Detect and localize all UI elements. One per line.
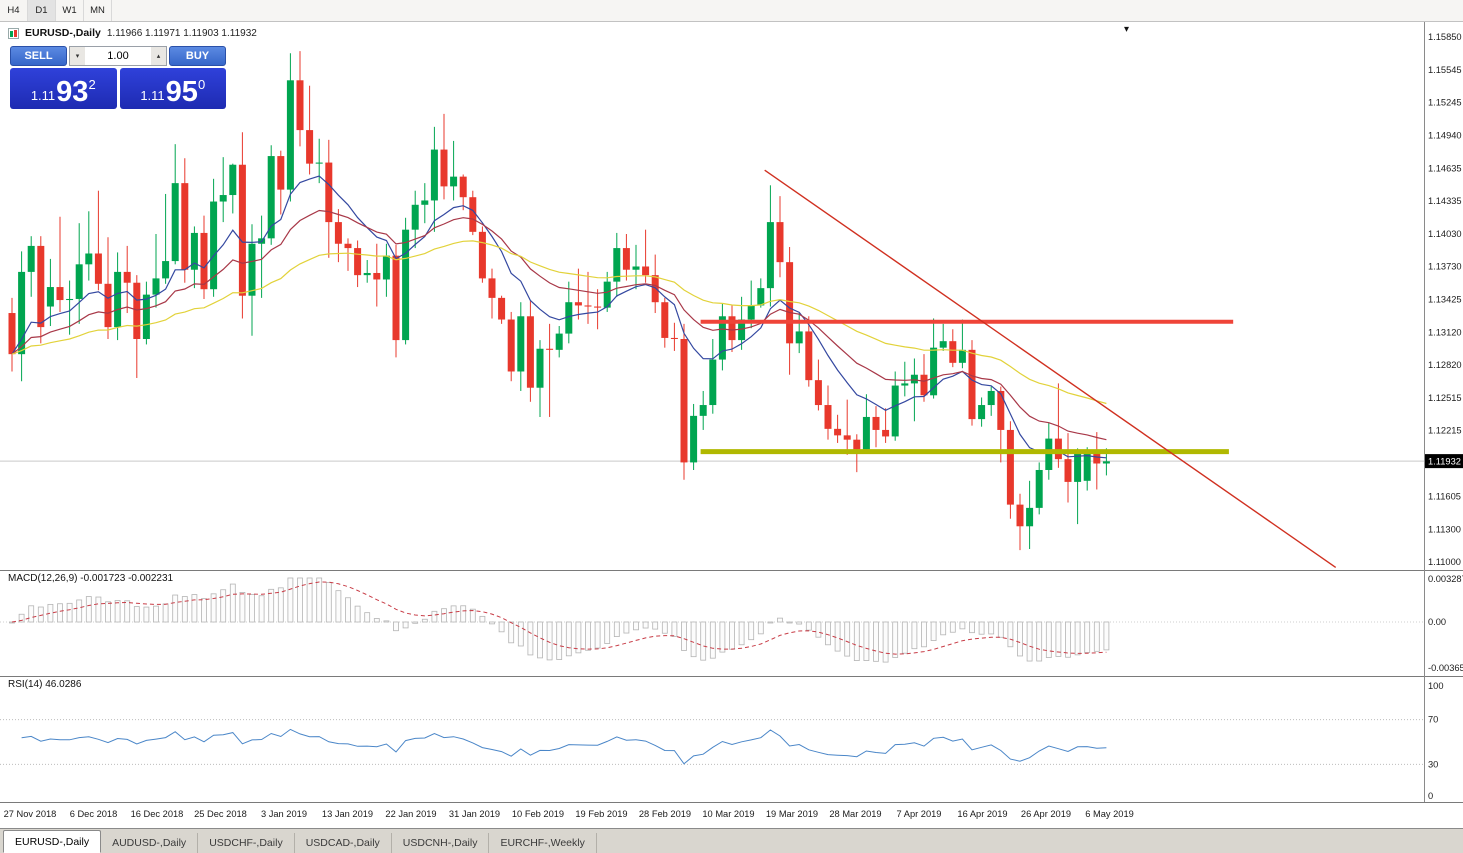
volume-decrease-button[interactable]: ▾ bbox=[70, 47, 85, 65]
chart-symbol-period: EURUSD-,Daily bbox=[25, 27, 101, 39]
triangle-down-icon: ▾ bbox=[75, 53, 80, 60]
buy-button[interactable]: BUY bbox=[169, 46, 226, 66]
buy-price-prefix: 1.11 bbox=[140, 88, 165, 103]
time-axis[interactable]: 27 Nov 2018 6 Dec 2018 16 Dec 2018 25 Dec 2… bbox=[0, 802, 1463, 828]
buy-price-display[interactable]: 1.11 95 0 bbox=[119, 68, 226, 109]
time-axis-label: 19 Feb 2019 bbox=[575, 809, 628, 819]
svg-text:1.15850: 1.15850 bbox=[1428, 32, 1462, 42]
tab-eurusd-daily[interactable]: EURUSD-,Daily bbox=[3, 830, 102, 853]
svg-text:1.14940: 1.14940 bbox=[1428, 131, 1462, 141]
time-axis-label: 16 Apr 2019 bbox=[957, 809, 1008, 819]
timeframe-h4-button[interactable]: H4 bbox=[0, 0, 28, 21]
svg-text:1.14030: 1.14030 bbox=[1428, 229, 1462, 239]
svg-text:1.13730: 1.13730 bbox=[1428, 261, 1462, 271]
sell-price-big: 93 bbox=[56, 76, 89, 109]
svg-text:0.003287: 0.003287 bbox=[1428, 574, 1463, 584]
svg-text:-0.003659: -0.003659 bbox=[1428, 663, 1463, 673]
time-axis-label: 25 Dec 2018 bbox=[194, 809, 247, 819]
macd-indicator-label: MACD(12,26,9) -0.001723 -0.002231 bbox=[8, 573, 174, 584]
tab-eurchf-weekly[interactable]: EURCHF-,Weekly bbox=[489, 833, 597, 853]
time-axis-label: 10 Feb 2019 bbox=[511, 809, 565, 819]
candlestick-chart-icon bbox=[8, 27, 19, 39]
chevron-down-icon[interactable]: ▾ bbox=[1124, 24, 1130, 35]
rsi-indicator-label: RSI(14) 46.0286 bbox=[8, 679, 82, 690]
tab-usdcad-daily[interactable]: USDCAD-,Daily bbox=[295, 833, 392, 853]
sell-price-prefix: 1.11 bbox=[30, 88, 56, 103]
svg-text:0.00: 0.00 bbox=[1428, 617, 1446, 627]
svg-text:1.15545: 1.15545 bbox=[1428, 65, 1462, 75]
rsi-indicator-pane[interactable]: 100 70 30 0 bbox=[0, 676, 1463, 802]
timeframe-w1-button[interactable]: W1 bbox=[56, 0, 84, 21]
buy-price-pip: 0 bbox=[197, 77, 206, 92]
svg-text:1.12515: 1.12515 bbox=[1428, 393, 1462, 403]
svg-text:1.11932: 1.11932 bbox=[1428, 457, 1461, 467]
chart-tabs-bar: EURUSD-,Daily AUDUSD-,Daily USDCHF-,Dail… bbox=[0, 828, 1463, 853]
svg-text:100: 100 bbox=[1428, 681, 1444, 691]
time-axis-label: 13 Jan 2019 bbox=[321, 809, 374, 819]
time-axis-label: 3 Jan 2019 bbox=[260, 809, 307, 819]
time-axis-label: 7 Apr 2019 bbox=[896, 809, 942, 819]
svg-text:1.11000: 1.11000 bbox=[1428, 557, 1461, 567]
chart-title: EURUSD-,Daily 1.11966 1.11971 1.11903 1.… bbox=[8, 27, 257, 39]
svg-text:0: 0 bbox=[1428, 791, 1433, 801]
time-axis-label: 16 Dec 2018 bbox=[130, 809, 184, 819]
svg-text:30: 30 bbox=[1428, 759, 1438, 769]
time-axis-label: 28 Feb 2019 bbox=[638, 809, 692, 819]
svg-text:1.14635: 1.14635 bbox=[1428, 164, 1462, 174]
svg-text:1.11605: 1.11605 bbox=[1428, 492, 1461, 502]
time-axis-label: 6 Dec 2018 bbox=[69, 809, 118, 819]
time-axis-label: 10 Mar 2019 bbox=[702, 809, 755, 819]
volume-control: ▾ ▴ bbox=[69, 46, 167, 66]
time-axis-label: 31 Jan 2019 bbox=[448, 809, 501, 819]
tab-usdchf-daily[interactable]: USDCHF-,Daily bbox=[198, 833, 295, 853]
triangle-up-icon: ▴ bbox=[156, 53, 161, 60]
tab-audusd-daily[interactable]: AUDUSD-,Daily bbox=[101, 833, 199, 853]
timeframe-mn-button[interactable]: MN bbox=[84, 0, 112, 21]
svg-text:1.14335: 1.14335 bbox=[1428, 196, 1462, 206]
svg-text:1.12215: 1.12215 bbox=[1428, 425, 1462, 435]
chart-window: EURUSD-,Daily 1.11966 1.11971 1.11903 1.… bbox=[0, 22, 1463, 828]
svg-text:70: 70 bbox=[1428, 715, 1438, 725]
volume-input[interactable] bbox=[85, 47, 151, 65]
time-axis-label: 26 Apr 2019 bbox=[1020, 809, 1072, 819]
time-axis-label: 27 Nov 2018 bbox=[3, 809, 57, 819]
svg-text:1.12820: 1.12820 bbox=[1428, 360, 1462, 370]
macd-indicator-pane[interactable]: 0.003287 0.00 -0.003659 bbox=[0, 570, 1463, 676]
time-axis-label: 19 Mar 2019 bbox=[765, 809, 819, 819]
svg-text:1.13425: 1.13425 bbox=[1428, 295, 1462, 305]
timeframe-d1-button[interactable]: D1 bbox=[28, 0, 56, 21]
svg-text:1.13120: 1.13120 bbox=[1428, 328, 1462, 338]
volume-increase-button[interactable]: ▴ bbox=[151, 47, 166, 65]
time-axis-label: 28 Mar 2019 bbox=[829, 809, 882, 819]
time-axis-label: 6 May 2019 bbox=[1085, 809, 1134, 819]
chart-ohlc-quotes: 1.11966 1.11971 1.11903 1.11932 bbox=[106, 27, 257, 39]
main-price-chart[interactable]: 1.15850 1.15545 1.15245 1.14940 1.14635 1.143… bbox=[0, 22, 1463, 570]
sell-price-pip: 2 bbox=[88, 77, 96, 92]
sell-price-display[interactable]: 1.11 93 2 bbox=[10, 68, 117, 109]
timeframe-toolbar: H4 D1 W1 MN bbox=[0, 0, 1463, 22]
svg-text:1.15245: 1.15245 bbox=[1428, 97, 1462, 107]
sell-button[interactable]: SELL bbox=[10, 46, 67, 66]
tab-usdcnh-daily[interactable]: USDCNH-,Daily bbox=[392, 833, 490, 853]
time-axis-label: 22 Jan 2019 bbox=[385, 809, 437, 819]
buy-price-big: 95 bbox=[165, 76, 198, 109]
svg-text:1.11300: 1.11300 bbox=[1428, 525, 1461, 535]
